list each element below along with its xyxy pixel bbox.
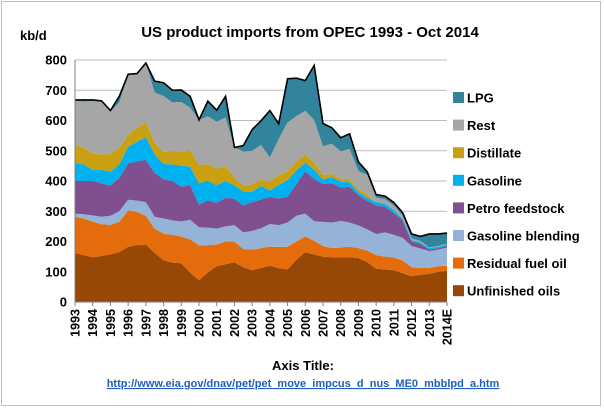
x-tick-label: 1997 <box>139 309 153 337</box>
y-tick-label: 300 <box>45 204 67 219</box>
total-outline <box>75 61 448 238</box>
legend-label-petro-feedstock: Petro feedstock <box>467 201 565 216</box>
legend-label-gasoline: Gasoline <box>467 173 522 188</box>
legend-label-distillate: Distillate <box>467 146 521 161</box>
legend-label-unfinished-oils: Unfinished oils <box>467 284 560 299</box>
y-unit-label: kb/d <box>20 28 47 43</box>
legend-label-rest: Rest <box>467 118 496 133</box>
x-tick-label: 2012 <box>405 309 419 337</box>
x-tick-label: 1996 <box>122 309 136 337</box>
y-tick-label: 700 <box>45 83 67 98</box>
x-tick-label: 2004 <box>263 309 277 337</box>
legend-swatch-unfinished-oils <box>453 285 464 297</box>
x-tick-label: 1994 <box>86 309 100 337</box>
x-tick-label: 2000 <box>193 309 207 337</box>
x-tick-label: 1998 <box>157 309 171 337</box>
legend-swatch-rest <box>453 119 464 131</box>
x-tick-label: 2010 <box>370 309 384 337</box>
y-tick-label: 600 <box>45 113 67 128</box>
x-tick-label: 2009 <box>352 309 366 337</box>
area-gasoline <box>75 137 447 250</box>
area-gasoline-blending <box>75 199 447 269</box>
x-tick-label: 2011 <box>387 309 401 336</box>
x-tick-label: 1995 <box>104 309 118 337</box>
legend-swatch-lpg <box>453 92 464 103</box>
x-axis-title: Axis Title: <box>272 358 334 373</box>
legend: LPG Rest Distillate Gasoline Petro feedstock… <box>453 91 580 299</box>
x-tick-label: 2008 <box>334 309 348 337</box>
legend-swatch-residual-fuel-oil <box>453 257 464 269</box>
y-tick-label: 0 <box>60 295 67 310</box>
source-link[interactable]: http://www.eia.gov/dnav/pet/pet_move_imp… <box>107 378 500 390</box>
x-tick-label: 2006 <box>299 309 313 337</box>
x-tick-label: 2005 <box>281 309 295 337</box>
y-tick-label: 200 <box>45 234 67 249</box>
x-tick-label: 2002 <box>228 309 242 337</box>
x-tick-label: 2001 <box>210 309 224 337</box>
x-tick-label: 2007 <box>317 309 331 337</box>
area-petro-feedstock <box>75 159 447 252</box>
legend-label-gasoline-blending: Gasoline blending <box>467 229 580 244</box>
legend-swatch-distillate <box>453 147 464 159</box>
axes: 0 100 200 300 400 500 600 700 800 1993 1994 1995 199… <box>45 53 454 346</box>
legend-label-residual-fuel-oil: Residual fuel oil <box>467 256 567 271</box>
area-distillate <box>75 122 447 249</box>
x-tick-label: 1993 <box>69 309 83 337</box>
y-tick-label: 100 <box>45 264 67 279</box>
stacked-areas <box>75 61 448 302</box>
x-tick-label: 1999 <box>175 309 189 337</box>
legend-swatch-petro-feedstock <box>453 202 464 214</box>
area-unfinished-oils <box>75 244 447 302</box>
y-tick-label: 400 <box>45 174 67 189</box>
chart-title: US product imports from OPEC 1993 - Oct … <box>141 24 479 41</box>
legend-swatch-gasoline-blending <box>453 230 464 241</box>
y-tick-label: 500 <box>45 143 67 158</box>
x-tick-label: 2014E <box>441 309 455 345</box>
area-rest <box>75 63 447 249</box>
area-residual-fuel-oil <box>75 210 447 281</box>
legend-label-lpg: LPG <box>467 91 494 106</box>
y-tick-label: 800 <box>45 53 67 68</box>
x-tick-label: 2013 <box>423 309 437 337</box>
x-tick-label: 2003 <box>246 309 260 337</box>
legend-swatch-gasoline <box>453 174 464 186</box>
